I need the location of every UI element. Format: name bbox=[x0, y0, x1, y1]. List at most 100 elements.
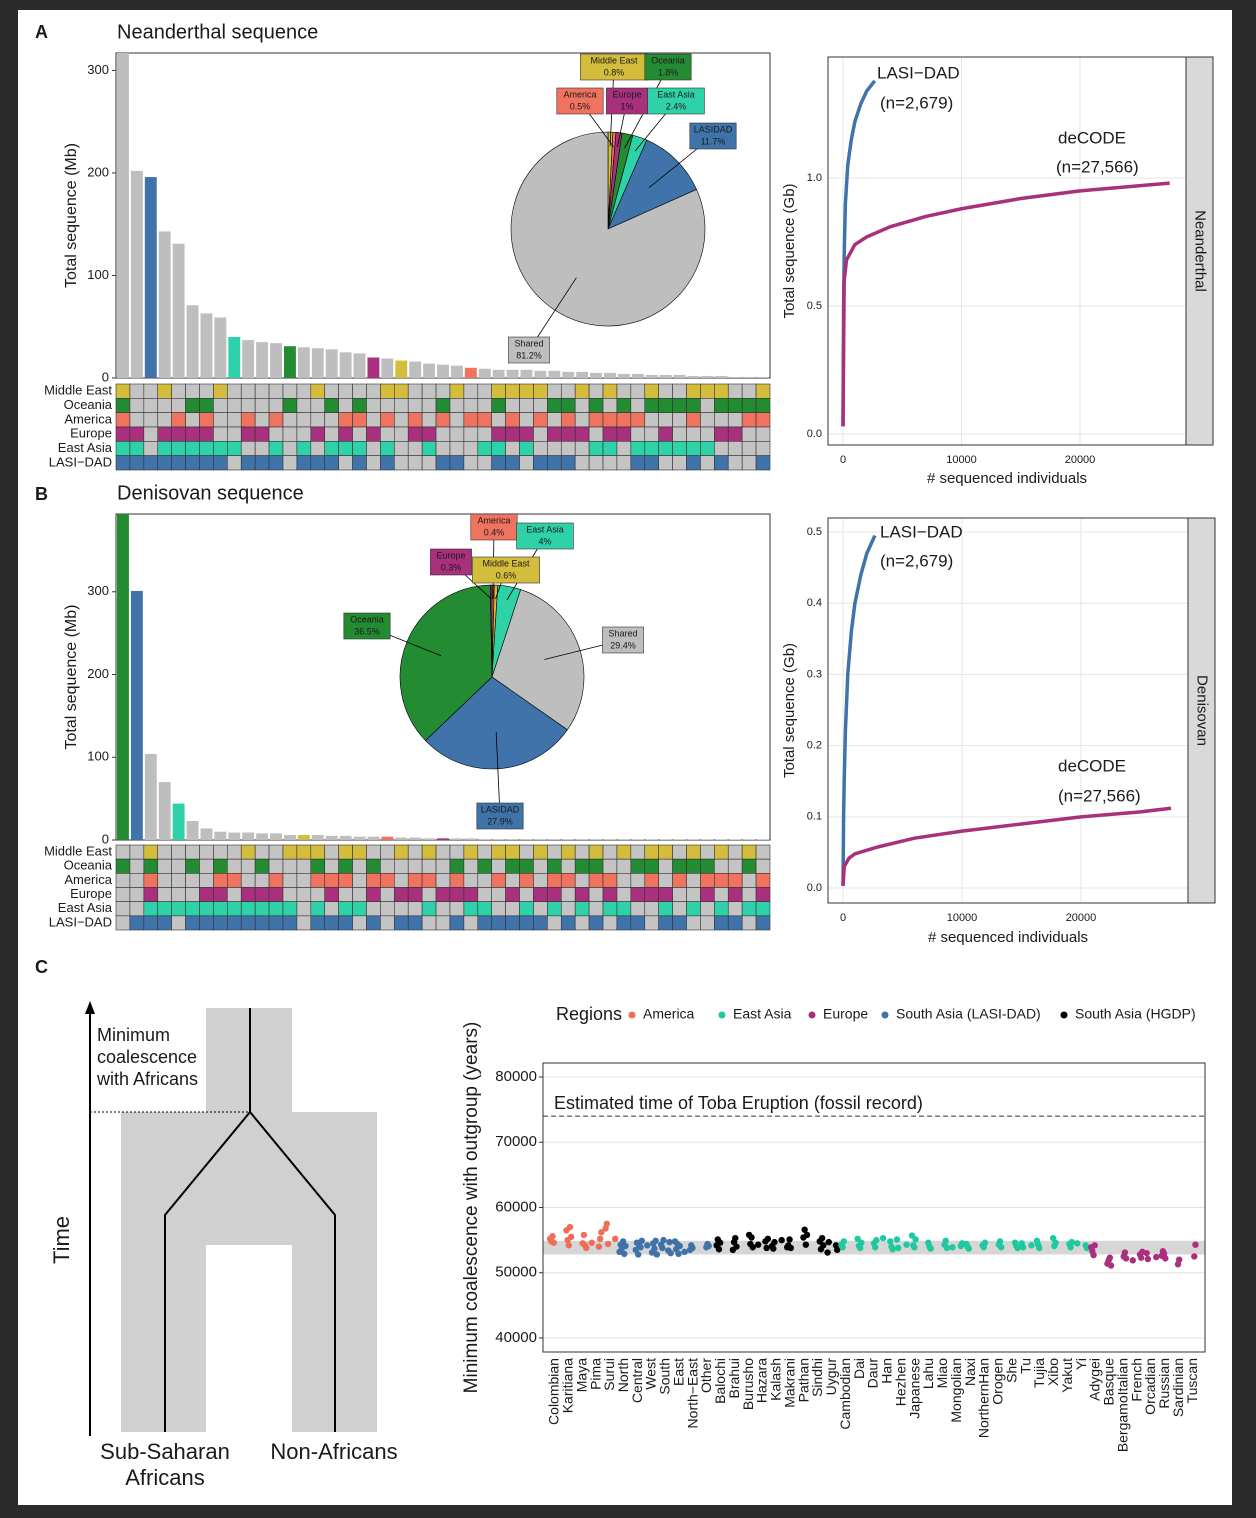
set-label: Oceania bbox=[64, 397, 113, 412]
matrix-cell bbox=[407, 412, 423, 428]
matrix-cell bbox=[477, 455, 493, 471]
matrix-cell bbox=[310, 441, 326, 456]
matrix-cell bbox=[199, 455, 214, 471]
x-tick-label: Pathan bbox=[795, 1358, 811, 1402]
set-label: Europe bbox=[70, 886, 112, 901]
bar bbox=[506, 839, 519, 840]
x-tick-label: Sardinian bbox=[1170, 1358, 1186, 1417]
matrix-cell bbox=[268, 455, 284, 471]
matrix-cell bbox=[171, 412, 186, 428]
pie-value-label: 1.8% bbox=[658, 67, 679, 77]
bar bbox=[715, 375, 728, 378]
series-line bbox=[841, 806, 1172, 887]
matrix-cell bbox=[505, 426, 520, 442]
point bbox=[833, 1246, 841, 1254]
matrix-cell bbox=[644, 858, 659, 874]
pie-label-box bbox=[470, 513, 518, 541]
matrix-cell bbox=[449, 426, 465, 442]
matrix-cell bbox=[463, 455, 479, 471]
pie-label: Shared bbox=[608, 628, 637, 638]
pie-value-label: 81.2% bbox=[516, 350, 542, 360]
x-tick-label: Tu bbox=[1017, 1358, 1033, 1374]
matrix-cell bbox=[227, 441, 242, 456]
legend-label: America bbox=[643, 1006, 695, 1022]
matrix-cell bbox=[727, 412, 743, 428]
matrix-cell bbox=[491, 901, 506, 917]
matrix-cell bbox=[352, 383, 367, 399]
matrix-cell bbox=[282, 915, 298, 931]
matrix-cell bbox=[519, 873, 534, 888]
bar bbox=[590, 839, 603, 840]
point bbox=[660, 1236, 667, 1244]
x-tick-label: Cambodian bbox=[837, 1358, 853, 1430]
matrix-cell bbox=[449, 398, 465, 413]
y-tick-label: 80000 bbox=[495, 1068, 537, 1085]
matrix-cell bbox=[602, 873, 618, 888]
y-tick-label: 0.0 bbox=[807, 882, 822, 894]
matrix-cell bbox=[254, 858, 270, 874]
matrix-cell bbox=[240, 455, 256, 471]
matrix-cell bbox=[115, 455, 131, 471]
matrix-cell bbox=[282, 873, 298, 888]
bars bbox=[117, 53, 769, 378]
pie-slice bbox=[399, 584, 493, 741]
matrix-cell bbox=[282, 383, 298, 399]
matrix-cell bbox=[547, 887, 562, 902]
matrix-cell bbox=[435, 383, 451, 399]
matrix-cell bbox=[755, 455, 771, 471]
matrix-cell bbox=[727, 398, 743, 413]
point bbox=[749, 1244, 756, 1251]
matrix-cell bbox=[755, 426, 771, 442]
matrix-cell bbox=[366, 858, 381, 874]
matrix-cell bbox=[338, 901, 353, 917]
point bbox=[889, 1246, 896, 1253]
matrix-cell bbox=[505, 915, 520, 931]
point bbox=[622, 1242, 629, 1250]
point bbox=[887, 1238, 894, 1245]
x-tick-label: Xibo bbox=[1045, 1358, 1061, 1386]
matrix-cell bbox=[630, 426, 646, 442]
matrix-cell bbox=[338, 887, 353, 902]
matrix-cell bbox=[129, 455, 145, 471]
matrix-cell bbox=[421, 383, 437, 399]
matrix-cell bbox=[338, 398, 353, 413]
matrix-cell bbox=[324, 398, 339, 413]
matrix-cell bbox=[630, 412, 646, 428]
x-tick-label: Tuscan bbox=[1184, 1358, 1200, 1403]
matrix-cell bbox=[574, 873, 590, 888]
bar bbox=[576, 371, 589, 378]
pie-label-box bbox=[580, 53, 648, 81]
point bbox=[763, 1244, 770, 1252]
matrix-cell bbox=[449, 858, 465, 874]
matrix-cell bbox=[588, 844, 604, 860]
matrix-cell bbox=[115, 915, 131, 931]
matrix-cell bbox=[533, 858, 548, 874]
pie-label-box bbox=[472, 556, 540, 584]
matrix-cell bbox=[630, 887, 646, 902]
matrix-cell bbox=[560, 455, 576, 471]
bar bbox=[367, 836, 380, 840]
point bbox=[598, 1229, 605, 1236]
matrix-cell bbox=[477, 915, 493, 931]
matrix-cell bbox=[616, 844, 632, 860]
matrix-cell bbox=[352, 901, 367, 917]
matrix-cell bbox=[574, 383, 590, 399]
point bbox=[825, 1238, 832, 1246]
plot-panel bbox=[828, 518, 1188, 903]
matrix-cell bbox=[505, 412, 520, 428]
matrix-cell bbox=[310, 383, 326, 399]
matrix-cell bbox=[185, 915, 200, 931]
matrix-cell bbox=[254, 915, 270, 931]
matrix-cell bbox=[171, 915, 186, 931]
point bbox=[942, 1237, 949, 1244]
matrix-cell bbox=[366, 383, 381, 399]
matrix-cell bbox=[714, 426, 729, 442]
matrix-cell bbox=[686, 844, 701, 860]
bar bbox=[297, 347, 310, 378]
matrix-cell bbox=[171, 398, 186, 413]
matrix-cell bbox=[115, 887, 131, 902]
bar bbox=[186, 305, 199, 378]
matrix-cell bbox=[491, 383, 506, 399]
matrix-cell bbox=[602, 412, 618, 428]
matrix-cell bbox=[672, 455, 687, 471]
